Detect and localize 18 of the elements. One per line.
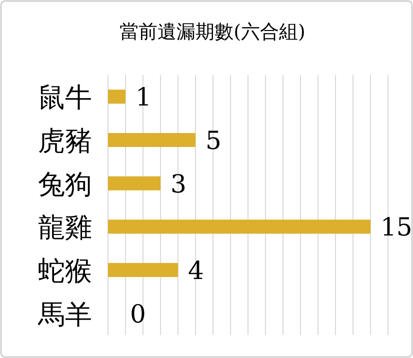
bar: [108, 90, 126, 104]
data-label: 3: [170, 169, 186, 198]
bar: [108, 263, 178, 277]
bar: [108, 133, 196, 147]
y-tick-label: 虎豬: [38, 126, 92, 157]
y-tick-label: 龍雞: [38, 212, 92, 244]
y-tick-label: 蛇猴: [38, 256, 92, 287]
y-tick-label: 馬羊: [37, 299, 92, 330]
chart-title: 當前遺漏期數(六合組): [120, 21, 306, 43]
data-label: 15: [380, 212, 412, 242]
y-tick-label: 鼠牛: [38, 82, 92, 114]
data-label: 4: [188, 256, 204, 285]
data-label: 0: [130, 299, 146, 328]
bar: [108, 220, 370, 234]
data-label: 5: [206, 126, 222, 155]
y-tick-label: 兔狗: [38, 169, 92, 200]
data-label: 1: [136, 82, 152, 112]
bar: [108, 176, 160, 190]
